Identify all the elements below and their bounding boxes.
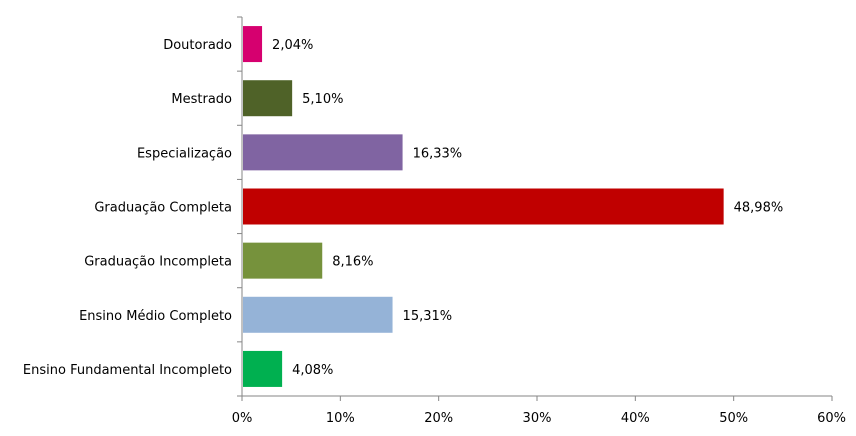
x-tick-label: 20%: [424, 411, 453, 426]
x-tick-label: 40%: [621, 411, 650, 426]
x-tick-label: 30%: [523, 411, 552, 426]
bars-group: [243, 26, 724, 387]
category-label-ensino-medio-completo: Ensino Médio Completo: [79, 309, 232, 324]
x-ticks-group: 0% 10% 20% 30% 40% 50% 60%: [232, 396, 846, 426]
data-label-ensino-medio-completo: 15,31%: [403, 309, 453, 324]
category-label-especializacao: Especialização: [137, 146, 232, 161]
x-tick-label: 0%: [232, 411, 253, 426]
data-label-doutorado: 2,04%: [272, 38, 313, 53]
bar-ensino-fundamental-incompleto: [243, 350, 283, 387]
x-tick-label: 10%: [326, 411, 355, 426]
bar-ensino-medio-completo: [243, 296, 393, 333]
x-tick-label: 50%: [719, 411, 748, 426]
category-labels-group: Doutorado Mestrado Especialização Graduação…: [23, 38, 232, 378]
category-label-graduacao-incompleta: Graduação Incompleta: [84, 255, 232, 270]
x-tick-label: 60%: [817, 411, 846, 426]
category-label-mestrado: Mestrado: [171, 92, 232, 107]
data-label-especializacao: 16,33%: [413, 146, 463, 161]
data-labels-group: 2,04% 5,10% 16,33% 48,98% 8,16% 15,31% 4,08%: [272, 38, 783, 378]
data-label-graduacao-completa: 48,98%: [734, 201, 784, 216]
bar-especializacao: [243, 134, 403, 171]
bar-graduacao-incompleta: [243, 242, 323, 279]
data-label-mestrado: 5,10%: [302, 92, 343, 107]
data-label-ensino-fundamental-incompleto: 4,08%: [292, 363, 333, 378]
category-label-ensino-fundamental-incompleto: Ensino Fundamental Incompleto: [23, 363, 232, 378]
bar-graduacao-completa: [243, 188, 724, 225]
category-label-doutorado: Doutorado: [163, 38, 232, 53]
data-label-graduacao-incompleta: 8,16%: [332, 255, 373, 270]
bar-doutorado: [243, 26, 263, 63]
category-label-graduacao-completa: Graduação Completa: [94, 201, 232, 216]
bar-mestrado: [243, 80, 293, 117]
